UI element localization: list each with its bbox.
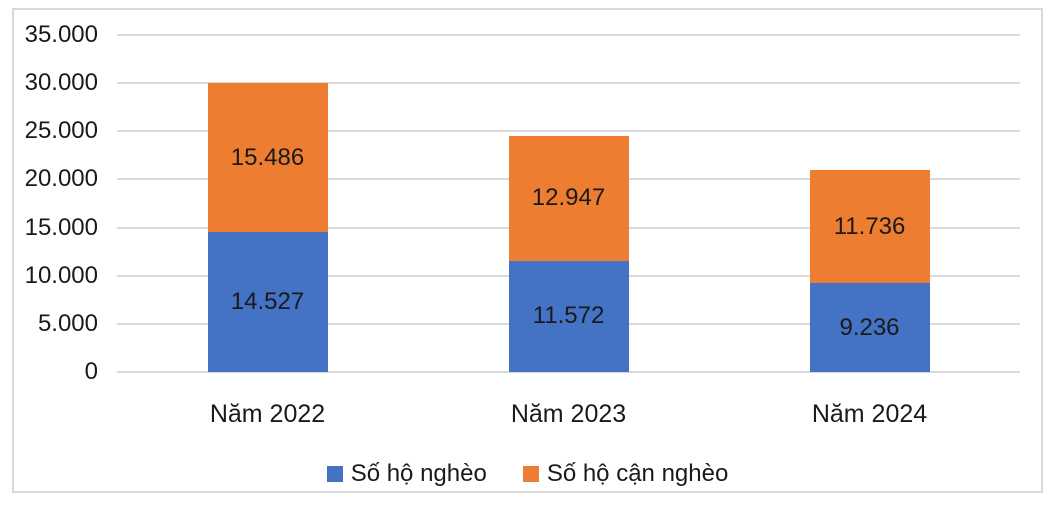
- bar-data-label: 12.947: [531, 184, 606, 212]
- y-axis-tick-label: 35.000: [24, 21, 98, 48]
- gridline: [117, 34, 1020, 36]
- bar-group-0: 14.527 15.486: [117, 35, 418, 372]
- legend: Số hộ nghèo Số hộ cận nghèo: [14, 458, 1041, 490]
- y-axis: 0 5.000 10.000 15.000 20.000 25.000 30.000 35.0…: [14, 21, 98, 385]
- bar-data-label: 11.736: [833, 212, 906, 240]
- legend-label: Số hộ cận nghèo: [546, 460, 729, 487]
- bar-data-label: 9.236: [839, 313, 900, 341]
- bar-segment-series0-cat1: 11.572: [508, 260, 629, 372]
- bar-segment-series0-cat0: 14.527: [207, 232, 328, 372]
- bar-groups: 14.527 15.486 11.572 12.947 9.236 11.736: [117, 35, 1020, 372]
- bar-data-label: 14.527: [230, 288, 305, 316]
- x-axis-category-label: Năm 2023: [510, 399, 627, 428]
- x-axis-category-label: Năm 2024: [811, 399, 928, 428]
- legend-swatch-icon: [522, 466, 539, 482]
- legend-item-0: Số hộ nghèo: [326, 460, 487, 488]
- y-axis-tick-label: 0: [84, 358, 98, 385]
- plot-area: 14.527 15.486 11.572 12.947 9.236 11.736: [117, 34, 1020, 373]
- gridline: [117, 371, 1020, 373]
- bar-group-2: 9.236 11.736: [719, 35, 1020, 372]
- bar-segment-series1-cat2: 11.736: [809, 170, 930, 284]
- legend-label: Số hộ nghèo: [350, 460, 487, 487]
- y-axis-tick-label: 30.000: [24, 69, 98, 97]
- x-axis: Năm 2022 Năm 2023 Năm 2024: [117, 388, 1020, 440]
- gridline: [117, 130, 1020, 133]
- y-axis-tick-label: 20.000: [24, 165, 98, 193]
- chart-container: 0 5.000 10.000 15.000 20.000 25.000 30.000 35.0…: [12, 8, 1043, 493]
- y-axis-tick-label: 5.000: [37, 309, 98, 337]
- legend-item-1: Số hộ cận nghèo: [522, 460, 729, 488]
- bar-segment-series1-cat1: 12.947: [508, 135, 629, 261]
- bar-segment-series0-cat2: 9.236: [809, 283, 930, 372]
- legend-swatch-icon: [326, 466, 343, 482]
- y-axis-tick-label: 15.000: [24, 213, 98, 241]
- bar-data-label: 11.572: [532, 302, 605, 330]
- x-axis-category-label: Năm 2022: [209, 399, 326, 428]
- bar-group-1: 11.572 12.947: [418, 35, 719, 372]
- bar-segment-series1-cat0: 15.486: [207, 83, 328, 233]
- y-axis-tick-label: 25.000: [24, 117, 98, 145]
- gridline: [117, 82, 1020, 85]
- bar-data-label: 15.486: [230, 143, 305, 171]
- y-axis-tick-label: 10.000: [24, 261, 98, 289]
